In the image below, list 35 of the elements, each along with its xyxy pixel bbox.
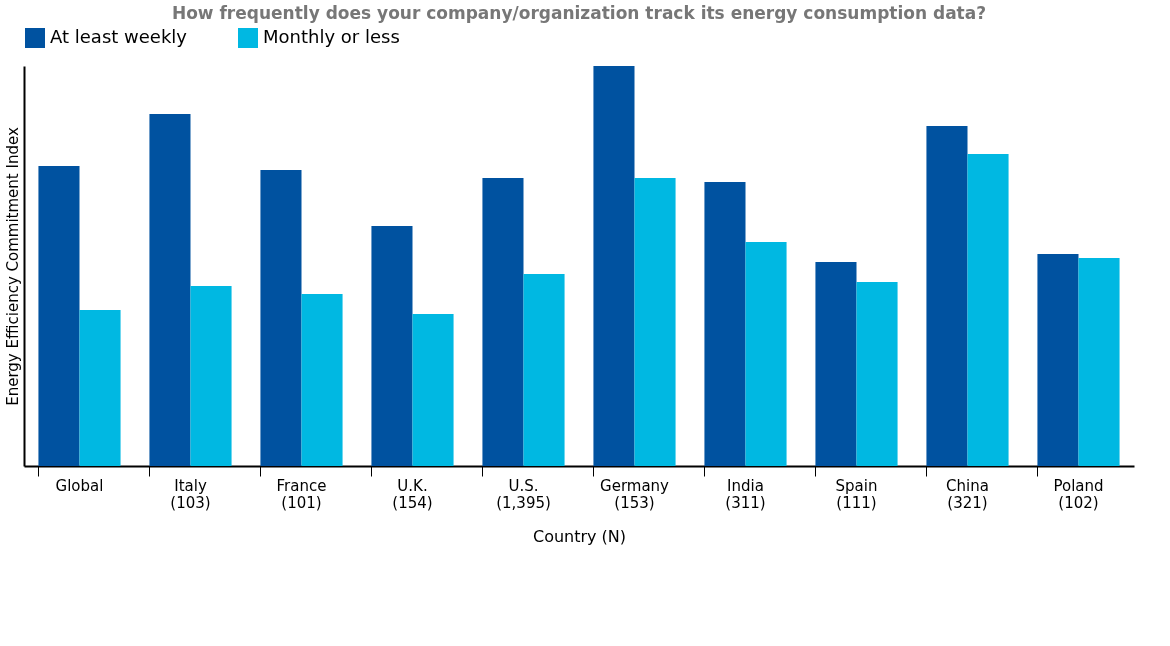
x-tick-label: Global — [55, 476, 104, 495]
x-axis-title: Country (N) — [532, 526, 627, 546]
bar — [79, 310, 121, 466]
legend-label: Monthly or less — [263, 26, 400, 47]
chart-title: How frequently does your company/organization track its energy consumption data? — [171, 3, 987, 23]
bar — [149, 114, 191, 466]
x-tick-label: India (311) — [725, 476, 766, 512]
x-tick-label: China (321) — [946, 476, 989, 512]
x-tick-label: France (101) — [276, 476, 327, 512]
bar — [523, 274, 565, 466]
x-tick-label: Poland (102) — [1053, 476, 1104, 512]
x-tick-label: Germany (153) — [600, 476, 670, 512]
bar — [38, 166, 80, 466]
bar — [815, 262, 857, 466]
bar — [593, 66, 635, 466]
bar — [634, 178, 676, 466]
x-tick-label: Italy (103) — [170, 476, 211, 512]
bar — [260, 170, 302, 466]
bar — [190, 286, 232, 466]
bar — [967, 154, 1009, 466]
bar — [371, 226, 413, 466]
bar — [1078, 258, 1120, 466]
bar — [704, 182, 746, 466]
bar — [745, 242, 787, 466]
bar — [301, 294, 343, 466]
bar — [482, 178, 524, 466]
x-tick-label: Spain (111) — [835, 476, 878, 512]
bar — [856, 282, 898, 466]
bar — [1037, 254, 1079, 466]
x-tick-label: U.S. (1,395) — [496, 476, 551, 512]
y-axis-title: Energy Efficiency Commitment Index — [3, 127, 22, 406]
bar — [412, 314, 454, 466]
legend-label: At least weekly — [50, 26, 188, 47]
x-tick-label: U.K. (154) — [392, 476, 433, 512]
bar — [926, 126, 968, 466]
